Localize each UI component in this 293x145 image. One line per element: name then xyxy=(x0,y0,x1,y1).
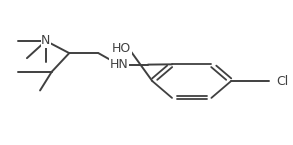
Text: Cl: Cl xyxy=(276,75,289,88)
Text: N: N xyxy=(41,34,51,47)
Text: HN: HN xyxy=(109,58,128,71)
Text: HO: HO xyxy=(112,42,131,55)
